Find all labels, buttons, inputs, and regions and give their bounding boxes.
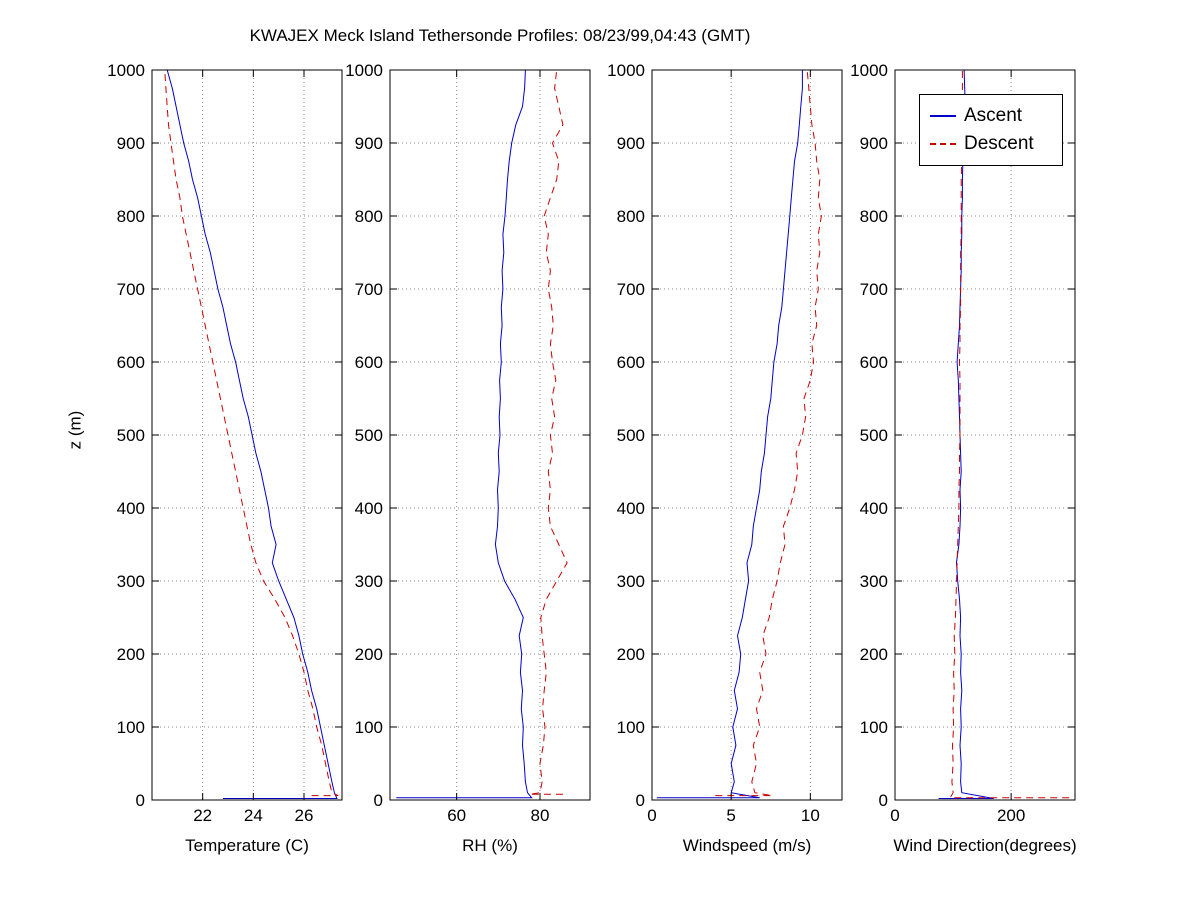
legend-label-ascent: Ascent bbox=[964, 105, 1023, 126]
svg-text:400: 400 bbox=[860, 499, 888, 518]
svg-text:800: 800 bbox=[355, 207, 383, 226]
svg-text:700: 700 bbox=[117, 280, 145, 299]
legend-entry-descent: Descent bbox=[920, 130, 1062, 158]
svg-text:300: 300 bbox=[617, 572, 645, 591]
legend-entry-ascent: Ascent bbox=[920, 102, 1062, 130]
svg-text:400: 400 bbox=[617, 499, 645, 518]
svg-text:800: 800 bbox=[117, 207, 145, 226]
svg-text:200: 200 bbox=[997, 806, 1025, 825]
svg-text:1000: 1000 bbox=[107, 61, 145, 80]
svg-text:0: 0 bbox=[636, 791, 645, 810]
svg-text:26: 26 bbox=[295, 806, 314, 825]
svg-text:700: 700 bbox=[860, 280, 888, 299]
svg-text:100: 100 bbox=[117, 718, 145, 737]
svg-text:900: 900 bbox=[355, 134, 383, 153]
svg-text:100: 100 bbox=[860, 718, 888, 737]
svg-text:500: 500 bbox=[117, 426, 145, 445]
x-axis-label-rh: RH (%) bbox=[462, 836, 518, 855]
svg-text:200: 200 bbox=[617, 645, 645, 664]
svg-text:700: 700 bbox=[617, 280, 645, 299]
legend-line-ascent bbox=[930, 115, 956, 117]
svg-text:900: 900 bbox=[617, 134, 645, 153]
svg-text:400: 400 bbox=[355, 499, 383, 518]
svg-text:200: 200 bbox=[860, 645, 888, 664]
svg-text:600: 600 bbox=[860, 353, 888, 372]
svg-text:900: 900 bbox=[860, 134, 888, 153]
svg-text:200: 200 bbox=[355, 645, 383, 664]
svg-text:600: 600 bbox=[355, 353, 383, 372]
y-axis-label: z (m) bbox=[65, 410, 85, 450]
legend-line-descent bbox=[930, 143, 956, 145]
x-axis-label-temperature: Temperature (C) bbox=[185, 836, 309, 855]
svg-text:500: 500 bbox=[860, 426, 888, 445]
svg-text:600: 600 bbox=[117, 353, 145, 372]
svg-text:10: 10 bbox=[801, 806, 820, 825]
svg-text:400: 400 bbox=[117, 499, 145, 518]
legend: Ascent Descent bbox=[919, 94, 1063, 166]
svg-text:24: 24 bbox=[244, 806, 263, 825]
svg-text:0: 0 bbox=[374, 791, 383, 810]
svg-text:1000: 1000 bbox=[607, 61, 645, 80]
svg-text:900: 900 bbox=[117, 134, 145, 153]
svg-text:0: 0 bbox=[647, 806, 656, 825]
svg-text:600: 600 bbox=[617, 353, 645, 372]
legend-label-descent: Descent bbox=[964, 133, 1034, 154]
svg-text:0: 0 bbox=[879, 791, 888, 810]
svg-text:1000: 1000 bbox=[345, 61, 383, 80]
svg-text:5: 5 bbox=[726, 806, 735, 825]
svg-text:300: 300 bbox=[860, 572, 888, 591]
svg-text:300: 300 bbox=[117, 572, 145, 591]
svg-text:80: 80 bbox=[531, 806, 550, 825]
svg-text:500: 500 bbox=[355, 426, 383, 445]
svg-text:0: 0 bbox=[136, 791, 145, 810]
svg-text:500: 500 bbox=[617, 426, 645, 445]
svg-text:22: 22 bbox=[193, 806, 212, 825]
svg-text:100: 100 bbox=[617, 718, 645, 737]
x-axis-label-windspeed: Windspeed (m/s) bbox=[682, 836, 812, 855]
svg-text:200: 200 bbox=[117, 645, 145, 664]
x-axis-label-wind-direction: Wind Direction(degrees) bbox=[893, 836, 1077, 855]
svg-text:100: 100 bbox=[355, 718, 383, 737]
svg-text:700: 700 bbox=[355, 280, 383, 299]
svg-text:300: 300 bbox=[355, 572, 383, 591]
svg-text:60: 60 bbox=[447, 806, 466, 825]
svg-text:800: 800 bbox=[860, 207, 888, 226]
svg-text:1000: 1000 bbox=[850, 61, 888, 80]
svg-text:800: 800 bbox=[617, 207, 645, 226]
chart-title: KWAJEX Meck Island Tethersonde Profiles:… bbox=[249, 26, 751, 45]
svg-text:0: 0 bbox=[890, 806, 899, 825]
